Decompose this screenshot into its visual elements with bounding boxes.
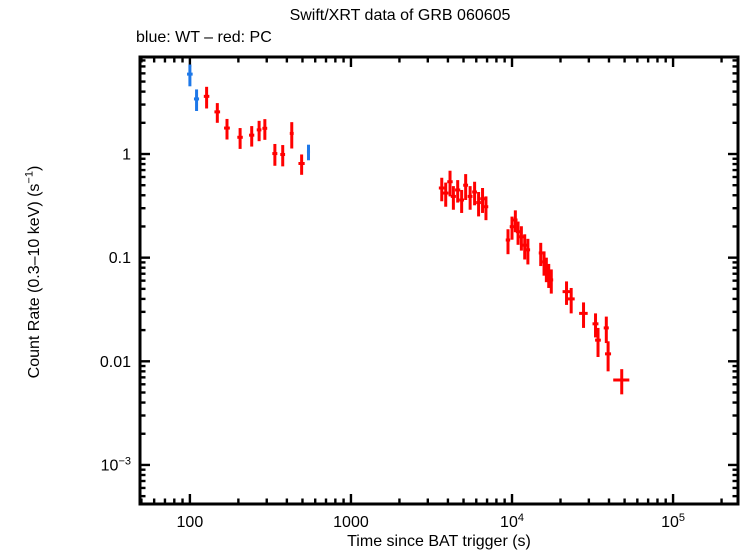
y-axis-title-superscript: −1 bbox=[23, 171, 36, 184]
chart-title: Swift/XRT data of GRB 060605 bbox=[289, 7, 511, 24]
chart-legend-text: blue: WT – red: PC bbox=[136, 29, 272, 46]
y-axis-title: Count Rate (0.3–10 keV) (s−1) bbox=[23, 72, 50, 472]
tick-label: 104 bbox=[500, 512, 524, 531]
y-axis-title-text: Count Rate (0.3–10 keV) (s bbox=[26, 183, 43, 379]
tick-label: 0.1 bbox=[109, 250, 131, 267]
y-axis-tick-labels: 1 0.1 0.01 10−3 bbox=[100, 147, 131, 475]
data-points-wt bbox=[187, 64, 311, 161]
x-axis-tick-labels: 100 1000 104 105 bbox=[177, 512, 685, 531]
plot-frame bbox=[138, 55, 740, 506]
x-axis-ticks bbox=[140, 58, 723, 503]
data-points-pc bbox=[203, 86, 630, 395]
tick-label: 10−3 bbox=[101, 455, 131, 474]
tick-label: 1000 bbox=[333, 514, 369, 531]
x-axis-title: Time since BAT trigger (s) bbox=[347, 533, 531, 550]
tick-label: 100 bbox=[177, 514, 204, 531]
tick-label: 1 bbox=[122, 147, 131, 164]
y-axis-title-suffix: ) bbox=[26, 165, 43, 172]
y-axis-ticks bbox=[141, 59, 737, 498]
tick-label: 0.01 bbox=[100, 354, 131, 371]
tick-label: 105 bbox=[661, 512, 685, 531]
